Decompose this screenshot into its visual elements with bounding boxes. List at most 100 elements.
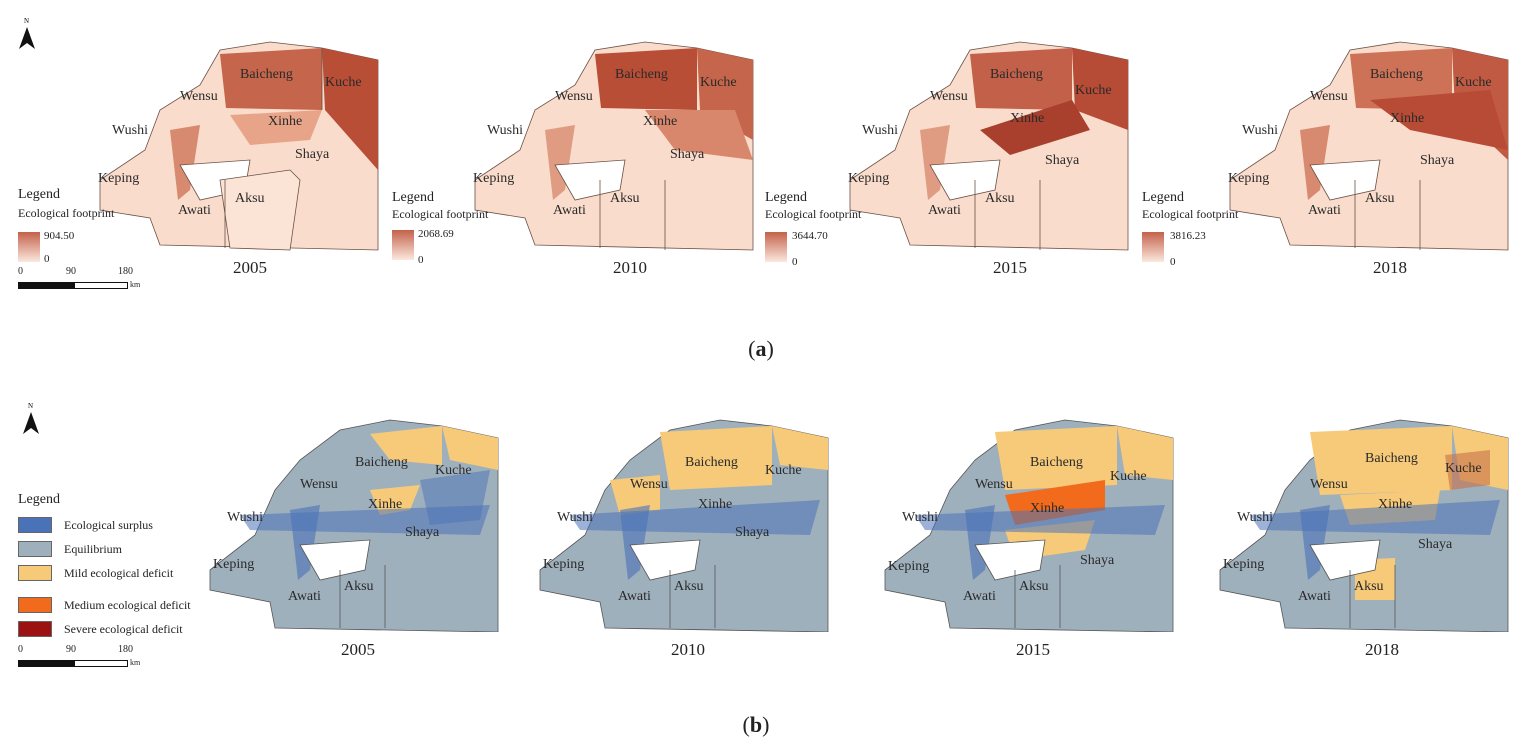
- region-label-kuche: Kuche: [1445, 461, 1482, 476]
- scale-bar: 0 90 180 km: [18, 266, 141, 289]
- region-label-shaya: Shaya: [735, 525, 770, 540]
- region-label-aksu: Aksu: [610, 191, 640, 206]
- region-label-keping: Keping: [473, 171, 514, 186]
- legend-title: Legend: [18, 187, 60, 202]
- color-ramp: [18, 232, 40, 262]
- ramp-min-value: 0: [792, 256, 798, 268]
- footprint-map-2015: Baicheng Kuche Wensu Xinhe Wushi Shaya K…: [848, 41, 1129, 251]
- region-label-kuche: Kuche: [1110, 469, 1147, 484]
- color-ramp: [765, 232, 787, 262]
- region-label-wushi: Wushi: [487, 123, 523, 138]
- region-label-keping: Keping: [1228, 171, 1269, 186]
- region-label-keping: Keping: [848, 171, 889, 186]
- year-label: 2005: [341, 640, 375, 659]
- region-label-baicheng: Baicheng: [1370, 67, 1423, 82]
- region-label-wushi: Wushi: [902, 510, 938, 525]
- region-label-wensu: Wensu: [1310, 477, 1348, 492]
- region-label-keping: Keping: [888, 559, 929, 574]
- region-label-awati: Awati: [618, 589, 651, 604]
- region-label-awati: Awati: [928, 203, 961, 218]
- legend-subtitle: Ecological footprint: [392, 207, 489, 221]
- region-label-xinhe: Xinhe: [643, 114, 677, 129]
- north-arrow: N: [16, 15, 38, 60]
- region-label-awati: Awati: [1308, 203, 1341, 218]
- region-label-baicheng: Baicheng: [1030, 455, 1083, 470]
- region-label-wensu: Wensu: [930, 89, 968, 104]
- ramp-max-value: 3644.70: [792, 230, 828, 242]
- year-label: 2018: [1373, 258, 1407, 277]
- region-label-wensu: Wensu: [1310, 89, 1348, 104]
- region-label-baicheng: Baicheng: [685, 455, 738, 470]
- region-label-awati: Awati: [178, 203, 211, 218]
- year-label: 2010: [671, 640, 705, 659]
- region-label-wushi: Wushi: [862, 123, 898, 138]
- region-label-awati: Awati: [288, 589, 321, 604]
- year-label: 2015: [993, 258, 1027, 277]
- region-label-shaya: Shaya: [405, 525, 440, 540]
- region-label-shaya: Shaya: [295, 147, 330, 162]
- ramp-min-value: 0: [1170, 256, 1176, 268]
- region-label-baicheng: Baicheng: [240, 67, 293, 82]
- legend-item-surplus: Ecological surplus: [18, 516, 153, 534]
- color-ramp: [1142, 232, 1164, 262]
- region-label-xinhe: Xinhe: [698, 497, 732, 512]
- legend-title: Legend: [765, 190, 807, 205]
- region-label-kuche: Kuche: [1455, 75, 1492, 90]
- region-label-aksu: Aksu: [1365, 191, 1395, 206]
- region-label-shaya: Shaya: [1420, 153, 1455, 168]
- region-label-baicheng: Baicheng: [615, 67, 668, 82]
- year-label: 2005: [233, 258, 267, 277]
- region-label-xinhe: Xinhe: [368, 497, 402, 512]
- legend-item-medium-deficit: Medium ecological deficit: [18, 596, 191, 614]
- region-label-xinhe: Xinhe: [1378, 497, 1412, 512]
- footprint-map-2005: Baicheng Kuche Wensu Xinhe Wushi Shaya K…: [98, 41, 379, 251]
- region-label-xinhe: Xinhe: [268, 114, 302, 129]
- region-label-aksu: Aksu: [985, 191, 1015, 206]
- year-label: 2010: [613, 258, 647, 277]
- region-label-wensu: Wensu: [180, 89, 218, 104]
- region-label-wushi: Wushi: [557, 510, 593, 525]
- region-label-wensu: Wensu: [975, 477, 1013, 492]
- balance-map-2005: Baicheng Kuche Wensu Xinhe Wushi Shaya K…: [209, 419, 499, 632]
- region-label-kuche: Kuche: [325, 75, 362, 90]
- panel-a-label: (a): [748, 336, 774, 361]
- region-label-shaya: Shaya: [1418, 537, 1453, 552]
- region-label-keping: Keping: [1223, 557, 1264, 572]
- legend-item-equilibrium: Equilibrium: [18, 540, 122, 558]
- region-label-wushi: Wushi: [1237, 510, 1273, 525]
- region-label-aksu: Aksu: [1019, 579, 1049, 594]
- legend-item-severe-deficit: Severe ecological deficit: [18, 620, 183, 638]
- region-label-awati: Awati: [1298, 589, 1331, 604]
- ramp-max-value: 3816.23: [1170, 230, 1206, 242]
- region-label-wushi: Wushi: [1242, 123, 1278, 138]
- region-label-wensu: Wensu: [300, 477, 338, 492]
- region-label-shaya: Shaya: [670, 147, 705, 162]
- balance-map-2010: Baicheng Kuche Wensu Xinhe Wushi Shaya K…: [539, 419, 829, 632]
- region-label-xinhe: Xinhe: [1010, 111, 1044, 126]
- footprint-map-2010: Baicheng Kuche Wensu Xinhe Wushi Shaya K…: [473, 41, 754, 251]
- region-label-aksu: Aksu: [674, 579, 704, 594]
- svg-text:N: N: [28, 402, 33, 410]
- region-label-shaya: Shaya: [1045, 153, 1080, 168]
- region-label-wushi: Wushi: [112, 123, 148, 138]
- region-label-xinhe: Xinhe: [1390, 111, 1424, 126]
- ramp-max-value: 2068.69: [418, 228, 454, 240]
- legend-title: Legend: [18, 492, 60, 507]
- legend-title: Legend: [1142, 190, 1184, 205]
- region-label-baicheng: Baicheng: [355, 455, 408, 470]
- region-label-kuche: Kuche: [1075, 83, 1112, 98]
- region-label-aksu: Aksu: [235, 191, 265, 206]
- balance-map-2018: Baicheng Kuche Wensu Xinhe Wushi Shaya K…: [1219, 419, 1509, 632]
- region-label-aksu: Aksu: [1354, 579, 1384, 594]
- color-ramp: [392, 230, 414, 260]
- ramp-min-value: 0: [44, 253, 50, 265]
- region-label-shaya: Shaya: [1080, 553, 1115, 568]
- svg-text:N: N: [24, 17, 29, 25]
- year-label: 2018: [1365, 640, 1399, 659]
- legend-subtitle: Ecological footprint: [18, 206, 115, 220]
- year-label: 2015: [1016, 640, 1050, 659]
- legend-subtitle: Ecological footprint: [1142, 207, 1239, 221]
- footprint-map-2018: Baicheng Kuche Wensu Xinhe Wushi Shaya K…: [1228, 41, 1509, 251]
- region-label-keping: Keping: [98, 171, 139, 186]
- scale-bar: 0 90 180 km: [18, 644, 141, 667]
